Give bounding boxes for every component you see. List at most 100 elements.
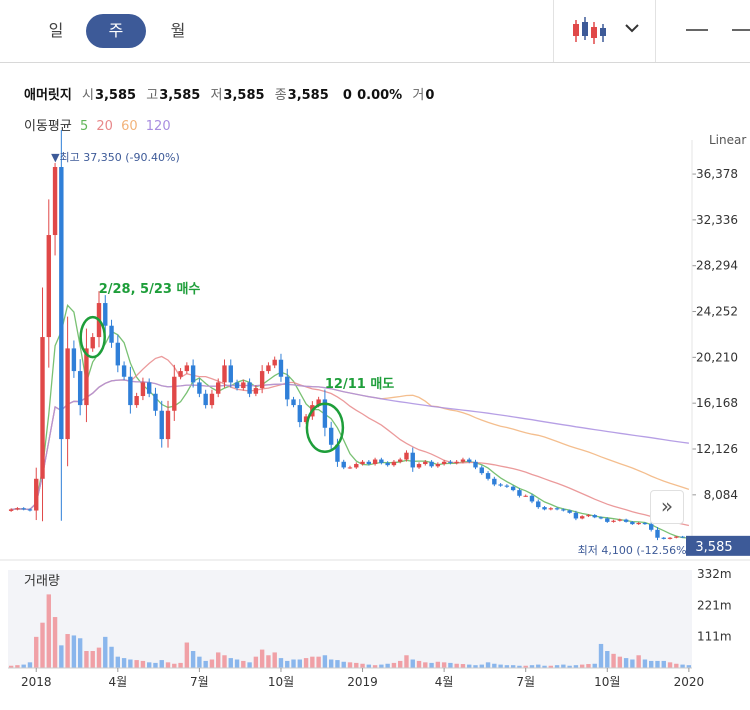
tab-month[interactable]: 월: [170, 21, 186, 40]
candle: [448, 460, 453, 465]
double-chevron-right-icon[interactable]: »: [650, 490, 684, 524]
tab-day[interactable]: 일: [48, 21, 64, 40]
volume-bar: [209, 659, 215, 668]
volume-bar: [561, 664, 566, 668]
candle: [517, 488, 522, 498]
volume-bar: [46, 594, 51, 668]
candle-body: [259, 371, 265, 389]
candle-body: [272, 359, 277, 366]
volume-bar: [184, 642, 190, 668]
candle: [454, 460, 459, 465]
volume-bar: [379, 664, 384, 668]
chevron-down-icon[interactable]: [620, 16, 644, 40]
candle-body: [197, 382, 202, 394]
candle: [247, 378, 252, 398]
volume-bar: [322, 655, 328, 668]
candle: [34, 467, 39, 521]
last-price-tag: [686, 535, 750, 556]
price-tick-label: 16,168: [696, 396, 738, 410]
minimize-icon[interactable]: [682, 16, 712, 44]
candle: [178, 368, 183, 380]
ma-120-legend[interactable]: 120: [145, 119, 171, 134]
volume-bar: [598, 643, 604, 668]
candle: [159, 400, 164, 448]
candle: [473, 459, 478, 470]
candle-body: [322, 399, 328, 428]
candle-body: [410, 452, 415, 468]
volume-bar: [165, 662, 171, 668]
candle: [128, 366, 133, 414]
volume-bar: [121, 658, 127, 668]
volume-bar: [492, 663, 497, 668]
candle: [203, 389, 208, 409]
volume-bar: [485, 662, 491, 668]
candle: [372, 457, 378, 466]
volume-bar: [579, 664, 585, 668]
volume-bar: [372, 665, 378, 668]
volume-bar: [410, 659, 415, 668]
price-tick-label: 20,210: [696, 350, 738, 364]
candle: [623, 518, 629, 523]
volume-bar: [441, 662, 447, 668]
candle-body: [121, 365, 127, 377]
maximize-icon[interactable]: [730, 16, 750, 44]
volume-bar: [567, 665, 572, 668]
volume-value: 0: [425, 88, 435, 103]
candle-body: [128, 376, 133, 406]
candle: [598, 516, 604, 520]
candle-body: [52, 167, 58, 236]
candle: [398, 457, 403, 464]
candle-body: [347, 467, 353, 469]
candle-body: [460, 459, 466, 462]
candle-body: [510, 486, 516, 491]
candle-body: [630, 521, 635, 525]
volume-bar: [65, 634, 70, 668]
high-value: 3,585: [159, 88, 201, 103]
scale-mode-toggle[interactable]: Linear: [709, 133, 747, 147]
candle: [655, 527, 660, 541]
volume-bar: [297, 659, 302, 668]
volume-bar: [429, 662, 434, 668]
candle-body: [611, 520, 616, 522]
volume-bar: [140, 660, 146, 668]
candle-body: [536, 501, 541, 508]
candle: [485, 471, 491, 481]
candle: [90, 333, 95, 352]
candle-body: [598, 517, 604, 519]
candle: [354, 462, 359, 469]
volume-bar: [266, 655, 271, 668]
volume-bar: [479, 664, 484, 668]
max-high-label: ▼최고 37,350 (-90.40%): [51, 151, 180, 164]
close-value: 3,585: [287, 88, 329, 103]
volume-bar: [674, 663, 679, 668]
tab-week[interactable]: 주: [86, 14, 146, 48]
candle-body: [441, 461, 447, 465]
candle-body: [234, 382, 240, 389]
volume-bar: [454, 663, 459, 668]
ma-20-legend[interactable]: 20: [96, 119, 113, 134]
volume-bar: [416, 660, 422, 668]
candle: [65, 316, 70, 467]
volume-bar: [40, 622, 45, 668]
price-chart[interactable]: 36,378 32,336 28,294 24,252 20,210 16,168 12,1…: [0, 130, 750, 710]
candlestick-icon[interactable]: [568, 14, 608, 48]
volume-bar: [554, 665, 560, 668]
candle-body: [71, 348, 77, 372]
volume-bar: [259, 649, 265, 668]
ma-5-legend[interactable]: 5: [79, 119, 89, 134]
volume-bar: [630, 659, 635, 668]
volume-bar: [460, 664, 466, 668]
price-axis: 36,378 32,336 28,294 24,252 20,210 16,168 12,1…: [51, 140, 750, 557]
volume-bar: [172, 663, 177, 668]
candle: [674, 535, 679, 539]
candle: [460, 457, 466, 464]
candle: [429, 460, 434, 468]
ma-60-legend[interactable]: 60: [121, 119, 138, 134]
candle-body: [216, 382, 221, 394]
time-tick-label: 10월: [594, 675, 620, 689]
candle-body: [285, 376, 290, 400]
candle-body: [448, 461, 453, 463]
candle-body: [15, 508, 20, 510]
candle: [423, 460, 428, 466]
candle-body: [146, 382, 152, 394]
